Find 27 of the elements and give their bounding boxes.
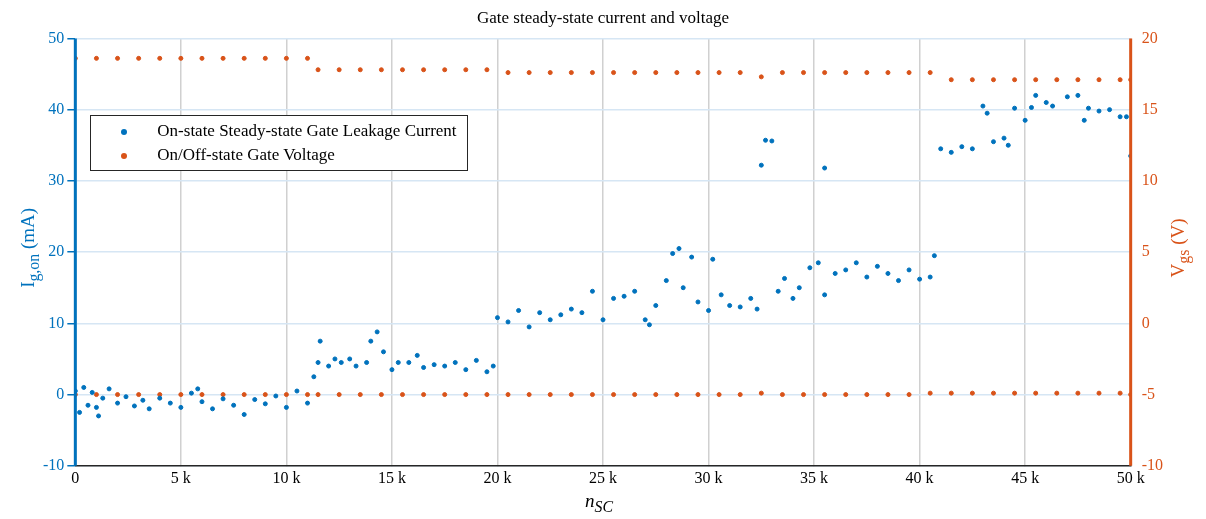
- legend-label: On-state Steady-state Gate Leakage Current: [157, 121, 457, 141]
- legend-label: On/Off-state Gate Voltage: [157, 145, 335, 165]
- x-tick-label: 20 k: [483, 468, 512, 486]
- y2-tick-label: -5: [1141, 384, 1155, 402]
- y-tick-label: 40: [48, 99, 65, 117]
- x-tick-label: 40 k: [905, 468, 934, 486]
- y2-tick-label: 5: [1141, 242, 1150, 260]
- x-tick-label: 30 k: [694, 468, 723, 486]
- y-tick-label: 30: [48, 171, 65, 189]
- x-tick-label: 35 k: [800, 468, 829, 486]
- y2-tick-label: 0: [1141, 313, 1150, 331]
- x-axis-title: n$_{SC}$: [585, 490, 613, 516]
- x-tick-label: 0: [71, 468, 80, 486]
- y-tick-label: 20: [48, 242, 65, 260]
- y2-tick-label: 20: [1141, 28, 1158, 46]
- x-tick-label: 25 k: [589, 468, 617, 486]
- y-tick-label: 0: [56, 384, 65, 402]
- chart-title: Gate steady-state current and voltage: [476, 7, 730, 27]
- y-tick-label: 50: [48, 28, 65, 46]
- y2-tick-label: 15: [1141, 99, 1158, 117]
- x-tick-label: 45 k: [1011, 468, 1040, 486]
- x-tick-label: 15 k: [377, 468, 406, 486]
- x-tick-label: 10 k: [272, 468, 301, 486]
- x-tick-label: 5 k: [170, 468, 191, 486]
- y-tick-label: -10: [43, 456, 65, 473]
- y2-tick-label: 10: [1141, 171, 1158, 189]
- y-tick-label: 10: [48, 313, 65, 331]
